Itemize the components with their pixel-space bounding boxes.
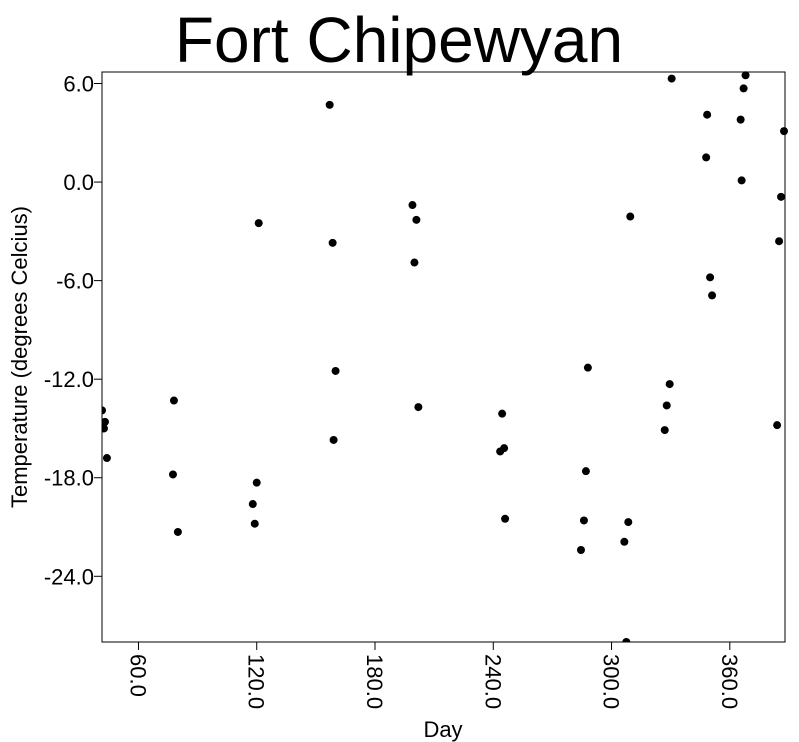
data-point [737, 176, 746, 185]
x-tick-label: 360.0 [717, 654, 742, 709]
data-point [620, 537, 629, 546]
data-point [665, 380, 674, 389]
y-axis-label: Temperature (degrees Celcius) [7, 206, 32, 508]
data-point [414, 403, 423, 412]
data-point [173, 527, 182, 536]
data-point [169, 396, 178, 405]
data-point [777, 192, 786, 201]
data-point [579, 516, 588, 525]
data-point [252, 478, 261, 487]
x-tick-label: 180.0 [362, 654, 387, 709]
plot-frame [101, 71, 786, 643]
data-point [581, 467, 590, 476]
data-point [410, 258, 419, 267]
data-point [736, 115, 745, 124]
data-point [328, 238, 337, 247]
data-point [660, 426, 669, 435]
data-point [412, 215, 421, 224]
x-tick-label: 300.0 [599, 654, 624, 709]
data-point [662, 401, 671, 410]
data-point [501, 514, 510, 523]
y-tick-label: 0.0 [63, 170, 94, 195]
y-tick-label: -24.0 [44, 564, 94, 589]
x-tick-label: 120.0 [244, 654, 269, 709]
plot-border [101, 71, 786, 643]
data-point [576, 546, 585, 555]
data-point [102, 406, 106, 415]
data-point [102, 424, 108, 433]
data-point [622, 638, 631, 642]
y-axis: 6.0 0.0 -6.0 -12.0 -18.0 -24.0 [44, 71, 102, 589]
x-axis: 60.0 120.0 180.0 240.0 300.0 360.0 [125, 642, 742, 709]
data-point [739, 84, 748, 93]
data-points [102, 71, 789, 642]
data-point [325, 100, 334, 109]
data-point [498, 409, 507, 418]
data-point [408, 201, 417, 210]
data-point [706, 273, 715, 282]
data-point [626, 212, 635, 221]
data-point [248, 500, 257, 509]
data-point [331, 366, 340, 375]
data-point [168, 470, 177, 479]
x-tick-label: 240.0 [480, 654, 505, 709]
data-point [741, 71, 750, 80]
data-point [102, 417, 109, 426]
x-axis-label: Day [423, 717, 462, 742]
data-point [708, 291, 717, 300]
data-point [254, 219, 263, 228]
y-tick-label: -12.0 [44, 367, 94, 392]
data-point [703, 110, 712, 119]
data-point [773, 421, 782, 430]
data-point [780, 127, 789, 136]
data-point [702, 153, 711, 162]
data-point [250, 519, 259, 528]
y-tick-label: -18.0 [44, 466, 94, 491]
data-point [329, 435, 338, 444]
data-point [583, 363, 592, 372]
data-point [500, 444, 509, 453]
data-point [667, 74, 676, 83]
y-tick-label: -6.0 [56, 269, 94, 294]
y-tick-label: 6.0 [63, 71, 94, 96]
data-point [102, 454, 111, 463]
data-point [624, 518, 633, 527]
data-point [775, 237, 784, 246]
chart-title: Fort Chipewyan [175, 4, 623, 76]
x-tick-label: 60.0 [125, 654, 150, 697]
